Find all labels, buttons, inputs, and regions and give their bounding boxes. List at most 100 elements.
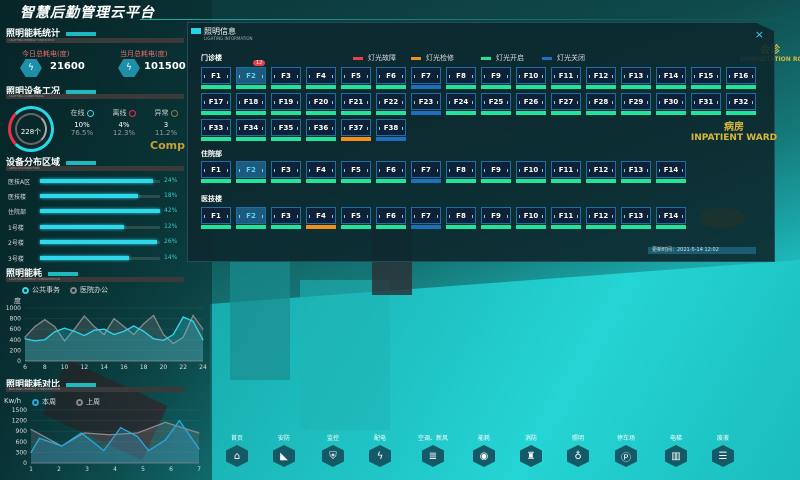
floor-tile-f8[interactable]: F8 xyxy=(446,161,476,183)
floor-tile-f31[interactable]: F31 xyxy=(691,93,721,115)
floor-tile-f10[interactable]: F10 xyxy=(516,161,546,183)
floor-tile-f14[interactable]: F14 xyxy=(656,207,686,229)
floor-tile-f9[interactable]: F9 xyxy=(481,67,511,89)
nav-item-1[interactable]: 安防 ◣ xyxy=(263,433,305,467)
decor-bar xyxy=(66,382,97,387)
floor-tile-f17[interactable]: F17 xyxy=(201,93,231,115)
y-tick-label: 1200 xyxy=(12,418,27,425)
y-tick-label: 400 xyxy=(10,337,22,344)
floor-label: F5 xyxy=(341,207,371,224)
floor-tile-f28[interactable]: F28 xyxy=(586,93,616,115)
floor-tile-f26[interactable]: F26 xyxy=(516,93,546,115)
floor-tile-f15[interactable]: F15 xyxy=(691,67,721,89)
floor-tile-f10[interactable]: F10 xyxy=(516,207,546,229)
floor-tile-f16[interactable]: F16 xyxy=(726,67,756,89)
floor-tile-f14[interactable]: F14 xyxy=(656,67,686,89)
data-point xyxy=(93,325,95,328)
floor-tile-f38[interactable]: F38 xyxy=(376,119,406,141)
floor-tile-f20[interactable]: F20 xyxy=(306,93,336,115)
nav-item-3[interactable]: 配电 ϟ xyxy=(359,433,401,467)
floor-tile-f4[interactable]: F4 xyxy=(306,67,336,89)
floor-tile-f21[interactable]: F21 xyxy=(341,93,371,115)
legend-label: 本周 xyxy=(42,398,56,406)
floor-tile-f7[interactable]: F7 xyxy=(411,207,441,229)
floor-tile-f33[interactable]: F33 xyxy=(201,119,231,141)
legend-item[interactable]: 上周 xyxy=(76,397,100,407)
floor-status-bar xyxy=(586,225,616,229)
floor-tile-f18[interactable]: F18 xyxy=(236,93,266,115)
floor-label: F10 xyxy=(516,207,546,224)
floor-tile-f27[interactable]: F27 xyxy=(551,93,581,115)
floor-tile-f14[interactable]: F14 xyxy=(656,161,686,183)
floor-tile-f22[interactable]: F22 xyxy=(376,93,406,115)
status-2: 异常 3 11.2% xyxy=(146,108,186,137)
floor-tile-f3[interactable]: F3 xyxy=(271,161,301,183)
legend-item[interactable]: 医院办公 xyxy=(70,285,108,295)
floor-status-bar xyxy=(516,111,546,115)
floor-tile-f5[interactable]: F5 xyxy=(341,67,371,89)
floor-tile-f32[interactable]: F32 xyxy=(726,93,756,115)
floor-tile-f2[interactable]: F2 12 xyxy=(236,60,266,89)
floor-tile-f6[interactable]: F6 xyxy=(376,67,406,89)
floor-tile-f13[interactable]: F13 xyxy=(621,161,651,183)
floor-label: F9 xyxy=(481,161,511,178)
floor-tile-f6[interactable]: F6 xyxy=(376,207,406,229)
floor-tile-f10[interactable]: F10 xyxy=(516,67,546,89)
floor-tile-f5[interactable]: F5 xyxy=(341,161,371,183)
floor-tile-f34[interactable]: F34 xyxy=(236,119,266,141)
floor-tile-f5[interactable]: F5 xyxy=(341,207,371,229)
nav-item-2[interactable]: 监控 ⛨ xyxy=(312,433,354,467)
nav-item-9[interactable]: 电梯 ▥ xyxy=(655,433,697,467)
floor-tile-f3[interactable]: F3 xyxy=(271,207,301,229)
nav-item-10[interactable]: 废液 ☰ xyxy=(702,433,744,467)
floor-tile-f3[interactable]: F3 xyxy=(271,67,301,89)
nav-item-4[interactable]: 空调、新风 ≣ xyxy=(412,433,454,467)
floor-tile-f11[interactable]: F11 xyxy=(551,207,581,229)
data-point xyxy=(103,333,105,336)
floor-tile-f35[interactable]: F35 xyxy=(271,119,301,141)
floor-tile-f2[interactable]: F2 xyxy=(236,161,266,183)
floor-tile-f4[interactable]: F4 xyxy=(306,161,336,183)
floor-tile-f9[interactable]: F9 xyxy=(481,161,511,183)
nav-item-8[interactable]: 停车场 Ⓟ xyxy=(605,433,647,467)
floor-tile-f7[interactable]: F7 xyxy=(411,67,441,89)
legend-item[interactable]: 公共事务 xyxy=(22,285,60,295)
floor-tile-f11[interactable]: F11 xyxy=(551,67,581,89)
floor-tile-f1[interactable]: F1 xyxy=(201,161,231,183)
nav-item-7[interactable]: 照明 ♁ xyxy=(557,433,599,467)
floor-tile-f11[interactable]: F11 xyxy=(551,161,581,183)
floor-tile-f12[interactable]: F12 xyxy=(586,161,616,183)
floor-tile-f12[interactable]: F12 xyxy=(586,67,616,89)
floor-tile-f13[interactable]: F13 xyxy=(621,67,651,89)
data-point xyxy=(108,434,110,436)
decor-bar xyxy=(48,271,79,276)
floor-tile-f23[interactable]: F23 xyxy=(411,93,441,115)
floor-tile-f29[interactable]: F29 xyxy=(621,93,651,115)
floor-tile-f2[interactable]: F2 xyxy=(236,207,266,229)
floor-tile-f37[interactable]: F37 xyxy=(341,119,371,141)
floor-tile-f19[interactable]: F19 xyxy=(271,93,301,115)
floor-tile-f36[interactable]: F36 xyxy=(306,119,336,141)
data-point xyxy=(34,325,36,328)
floor-tile-f1[interactable]: F1 xyxy=(201,207,231,229)
floor-tile-f24[interactable]: F24 xyxy=(446,93,476,115)
floor-tile-f9[interactable]: F9 xyxy=(481,207,511,229)
nav-item-5[interactable]: 能耗 ◉ xyxy=(463,433,505,467)
close-icon[interactable]: × xyxy=(754,28,764,41)
floor-tile-f30[interactable]: F30 xyxy=(656,93,686,115)
floor-tile-f6[interactable]: F6 xyxy=(376,161,406,183)
floor-tile-f8[interactable]: F8 xyxy=(446,67,476,89)
legend-item[interactable]: 本周 xyxy=(32,397,56,407)
nav-item-0[interactable]: 首页 ⌂ xyxy=(216,433,258,467)
dialog-title-icon xyxy=(191,28,201,34)
floor-tile-f13[interactable]: F13 xyxy=(621,207,651,229)
floor-tile-f1[interactable]: F1 xyxy=(201,67,231,89)
floor-tile-f7[interactable]: F7 xyxy=(411,161,441,183)
floor-tile-f12[interactable]: F12 xyxy=(586,207,616,229)
floor-label: F15 xyxy=(691,67,721,84)
distribution-row: 医技A区 24% xyxy=(0,177,185,187)
floor-tile-f25[interactable]: F25 xyxy=(481,93,511,115)
nav-item-6[interactable]: 消防 ♜ xyxy=(510,433,552,467)
floor-tile-f4[interactable]: F4 xyxy=(306,207,336,229)
floor-tile-f8[interactable]: F8 xyxy=(446,207,476,229)
